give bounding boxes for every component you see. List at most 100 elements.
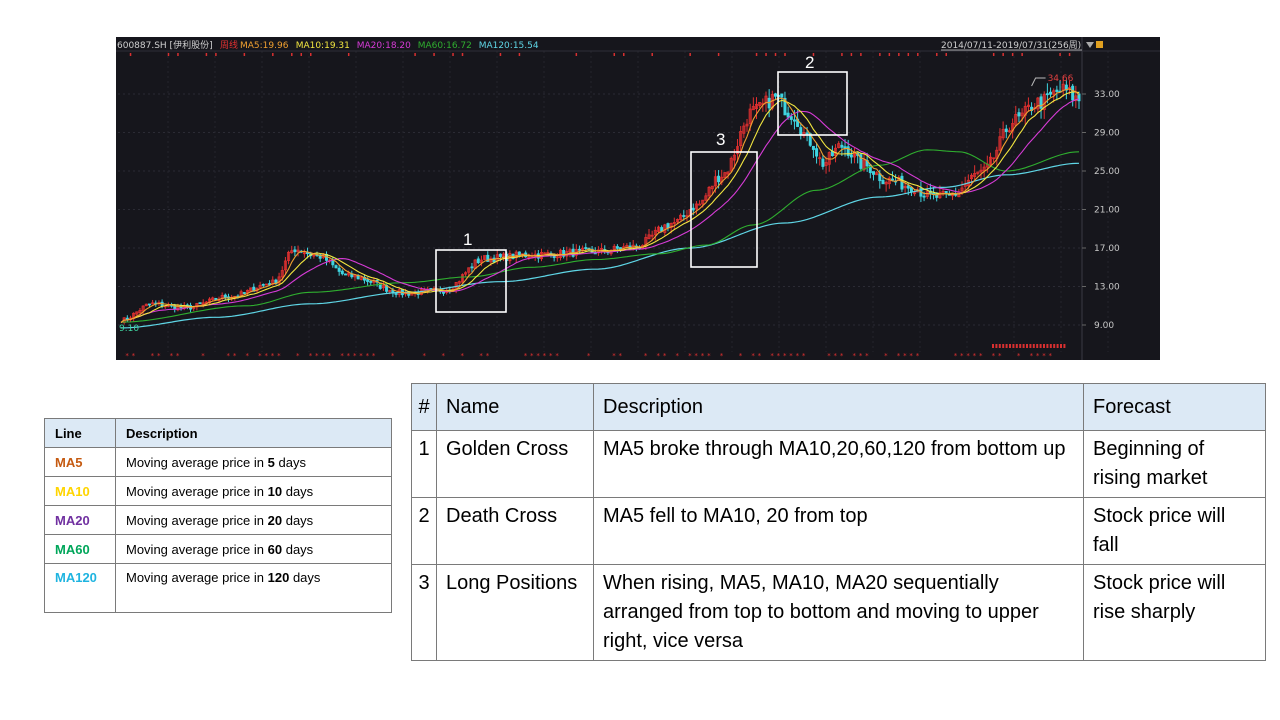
event-marker-top [1059,53,1061,56]
event-marker-bottom: * [264,352,268,360]
y-tick-label: 29.00 [1094,129,1120,139]
event-marker-bottom: * [777,352,781,360]
legend-header-line: Line [44,418,116,448]
cross-row-forecast: Beginning of rising market [1083,430,1266,498]
event-marker-bottom: * [543,352,547,360]
chart-symbol: 600887.SH [伊利股份] [117,39,213,51]
candle-body [685,215,689,217]
event-marker-bottom: * [441,352,445,360]
legend-desc-unit: days [289,570,321,585]
candle-body [600,248,604,250]
event-marker-bottom: * [663,352,667,360]
candle-body [394,293,398,295]
candle-body [732,154,736,161]
candle-body [963,184,967,187]
candle-body [1077,93,1081,102]
event-marker-top [205,53,208,56]
event-marker-bottom: * [656,352,660,360]
event-marker-bottom: * [840,352,844,360]
candle-body [887,177,891,185]
candle-body [979,169,983,173]
event-marker-bottom: * [865,352,869,360]
candle-body [479,259,483,263]
candle-body [875,172,879,176]
event-marker-bottom: * [233,352,237,360]
event-marker-top [272,53,274,56]
legend-desc-text: Moving average price in [126,541,268,557]
event-marker-top [774,53,777,56]
candle-body [343,273,347,276]
candle-body [815,148,819,157]
event-marker-top [812,53,815,56]
cross-row-name: Long Positions [436,564,594,661]
candle-body [998,136,1002,151]
candle-body [388,290,392,292]
candle-body [698,203,702,206]
candle-body [1074,95,1078,101]
candle-body [211,297,215,301]
candle-body [736,146,740,155]
lock-icon [1096,41,1103,48]
event-marker-top [917,53,919,56]
event-marker-top [243,53,246,56]
event-marker-bottom: * [423,352,427,360]
legend-desc-days: 120 [267,570,290,585]
candle-body [353,274,357,278]
candle-body [922,195,926,198]
candle-body [843,146,847,149]
annotation-box-2 [777,71,848,136]
y-tick-label: 33.00 [1094,90,1120,100]
event-marker-bottom: * [720,352,724,360]
candle-body [290,250,294,254]
cross-row: 2 Death Cross MA5 fell to MA10, 20 from to… [411,497,1266,565]
ma20-line [120,98,1080,323]
event-marker-bottom: * [903,352,907,360]
candle-body [992,157,996,160]
event-marker-bottom: * [151,352,155,360]
candle-body [441,291,445,294]
candle-body [1045,93,1049,96]
legend-desc-unit: days [282,512,314,528]
event-marker-bottom: * [170,352,174,360]
cross-row-description: MA5 fell to MA10, 20 from top [593,497,1084,565]
candle-body [789,116,793,120]
event-marker-top [414,53,416,56]
event-marker-bottom [1036,344,1039,348]
candle-body [890,178,894,181]
candle-body [312,254,316,257]
candle-body [859,154,863,169]
candle-body [679,214,683,220]
event-marker-top [945,53,948,56]
event-marker-top [888,53,891,56]
event-marker-top [1002,53,1004,56]
event-marker-bottom: * [954,352,958,360]
event-marker-bottom: * [960,352,964,360]
event-marker-bottom: * [125,352,129,360]
candle-body [517,251,521,256]
candle-body [381,285,385,289]
candle-body [713,176,717,187]
cross-row-forecast: Stock price will fall [1083,497,1266,565]
event-marker-bottom: * [998,352,1002,360]
event-marker-bottom: * [979,352,983,360]
event-marker-bottom [1002,344,1005,348]
candle-body [147,303,151,306]
candle-body [302,252,306,255]
candle-body [1014,114,1018,126]
candle-body [1007,130,1011,133]
annotation-label-1: 1 [463,230,472,249]
event-marker-bottom: * [549,352,553,360]
candle-body [786,112,790,118]
candle-body [1071,85,1075,101]
candle-body [694,203,698,210]
candle-body [792,119,796,122]
event-marker-bottom [1026,344,1028,348]
event-marker-top [613,53,616,56]
candle-body [682,215,686,217]
event-marker-bottom: * [587,352,591,360]
event-marker-top [879,53,881,56]
candle-body [758,102,762,107]
cross-row-name: Death Cross [436,497,594,565]
event-marker-top [575,53,578,56]
ma-header-label: MA5:19.96 [240,41,289,51]
